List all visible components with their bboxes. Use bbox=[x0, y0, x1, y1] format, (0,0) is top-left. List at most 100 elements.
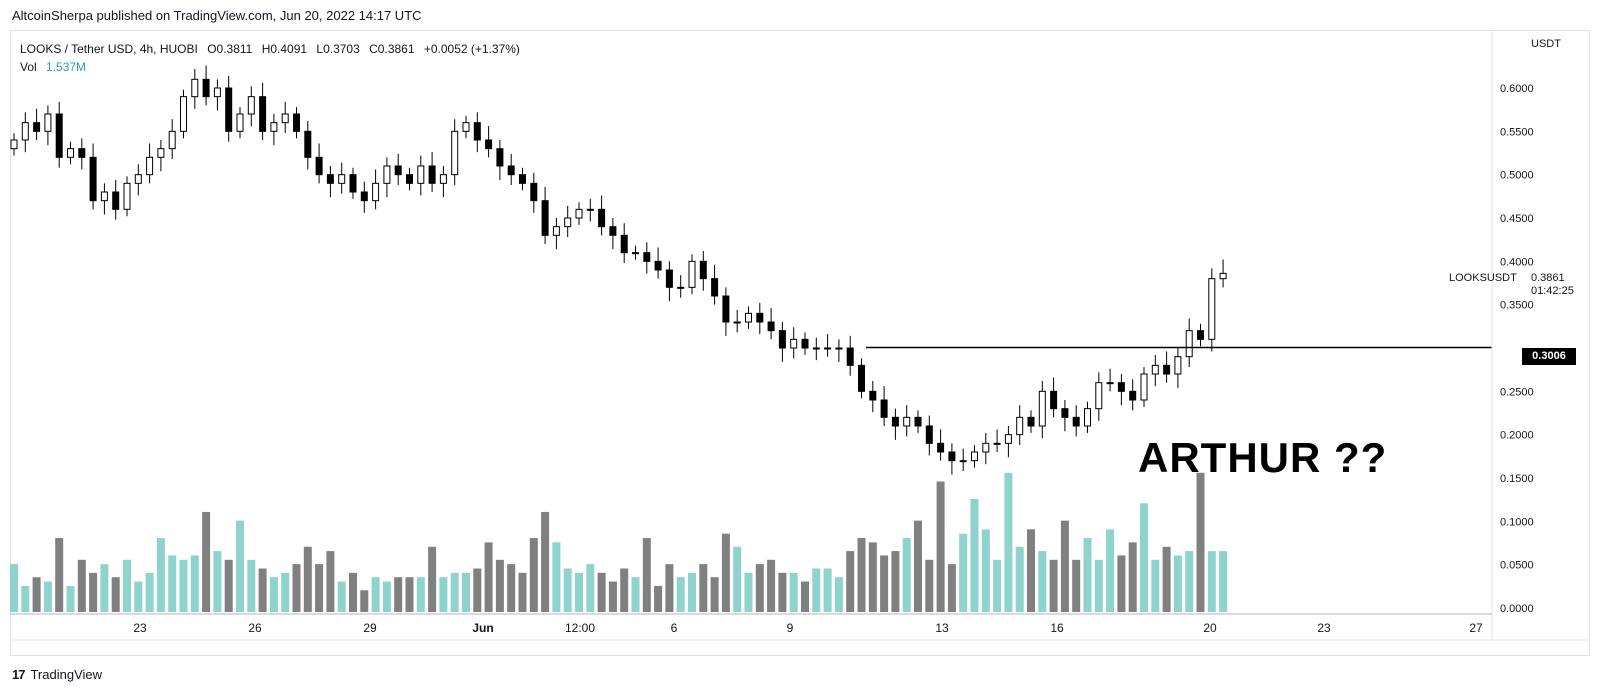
volume-bar bbox=[100, 564, 109, 612]
volume-bar bbox=[676, 577, 685, 612]
candle-body bbox=[835, 347, 843, 350]
volume-bar bbox=[111, 577, 120, 612]
volume-bar bbox=[552, 542, 561, 612]
candle-body bbox=[1050, 390, 1058, 410]
candle-body bbox=[903, 416, 911, 427]
volume-bar bbox=[1060, 520, 1069, 612]
candle-body bbox=[1038, 390, 1046, 427]
candle-body bbox=[688, 260, 696, 288]
volume-bar bbox=[89, 572, 98, 612]
volume-bar bbox=[846, 551, 855, 612]
volume-bar bbox=[733, 546, 742, 612]
candle-body bbox=[959, 460, 967, 463]
y-tick-label-2: 0.5000 bbox=[1500, 170, 1534, 182]
candle-body bbox=[338, 174, 346, 184]
candle-body bbox=[236, 113, 244, 132]
candle-body bbox=[519, 174, 526, 184]
volume-bar bbox=[1038, 551, 1047, 612]
volume-bar bbox=[1196, 472, 1205, 612]
candle-body bbox=[1140, 373, 1148, 401]
volume-bar bbox=[959, 533, 968, 612]
candle-body bbox=[1027, 416, 1035, 427]
volume-bar bbox=[507, 564, 516, 612]
candle-body bbox=[564, 217, 572, 228]
publisher-line: AltcoinSherpa published on TradingView.c… bbox=[12, 8, 422, 23]
candle-body bbox=[971, 451, 978, 462]
volume-bar bbox=[710, 577, 719, 612]
axis-currency: USDT bbox=[1531, 38, 1561, 50]
symbol-price-label: LOOKSUSDT bbox=[1449, 272, 1517, 284]
candle-body bbox=[326, 174, 334, 184]
tradingview-logo-icon[interactable]: 17 bbox=[12, 667, 26, 682]
volume-bar bbox=[1106, 529, 1115, 612]
candle-body bbox=[383, 165, 391, 184]
candle-body bbox=[948, 451, 956, 462]
volume-bar bbox=[1094, 559, 1103, 612]
volume-bar bbox=[1027, 529, 1035, 612]
volume-bar bbox=[428, 546, 437, 612]
candle-body bbox=[462, 122, 470, 132]
candle-body bbox=[112, 191, 120, 210]
volume-bar bbox=[688, 572, 696, 612]
candle-body bbox=[134, 174, 142, 184]
candle-body bbox=[677, 286, 685, 289]
volume-bar bbox=[1185, 551, 1194, 612]
volume-bar bbox=[360, 590, 369, 612]
bar-countdown: 01:42:25 bbox=[1531, 285, 1574, 297]
candle-body bbox=[790, 338, 798, 349]
candle-body bbox=[1106, 382, 1114, 385]
price-axis: 0.6000 0.5500 0.5000 0.4500 0.4000 0.3500 0.25… bbox=[1491, 30, 1534, 640]
candle-body bbox=[552, 226, 560, 236]
legend-symbol[interactable]: LOOKS / Tether USD, 4h, HUOBI bbox=[20, 42, 198, 56]
volume-bar bbox=[213, 551, 222, 612]
candle-body bbox=[1095, 382, 1103, 410]
volume-bar bbox=[77, 559, 86, 612]
volume-bar bbox=[902, 538, 911, 612]
candle-body bbox=[55, 113, 63, 158]
volume-bar bbox=[55, 538, 64, 612]
volume-bar bbox=[699, 564, 708, 612]
x-tick-label-7: 13 bbox=[935, 621, 949, 635]
x-tick-label-8: 16 bbox=[1050, 621, 1064, 635]
candle-body bbox=[925, 425, 933, 444]
volume-bar bbox=[156, 538, 165, 612]
candle-body bbox=[1061, 408, 1069, 418]
chart-legend: LOOKS / Tether USD, 4h, HUOBI O0.3811 H0… bbox=[20, 40, 520, 76]
candle-body bbox=[891, 416, 899, 427]
volume-bar bbox=[439, 577, 448, 612]
volume-bar bbox=[608, 581, 617, 612]
candle-body bbox=[485, 139, 493, 150]
legend-vol-label[interactable]: Vol bbox=[20, 60, 37, 74]
candle-body bbox=[10, 139, 18, 150]
candle-body bbox=[213, 87, 221, 98]
footer-brand[interactable]: TradingView bbox=[30, 667, 103, 682]
candle-body bbox=[858, 364, 865, 392]
volume-bar bbox=[1128, 542, 1137, 612]
volume-bar bbox=[1173, 555, 1182, 612]
candle-body bbox=[67, 148, 74, 158]
y-tick-label-6: 0.2500 bbox=[1500, 386, 1534, 398]
candle-body bbox=[846, 347, 854, 366]
candle-body bbox=[620, 234, 628, 254]
candle-body bbox=[78, 148, 86, 158]
volume-bar bbox=[947, 564, 956, 612]
volume-bar bbox=[597, 572, 606, 612]
volume-bar bbox=[631, 577, 640, 612]
volume-bar bbox=[936, 481, 945, 612]
volume-bar bbox=[1072, 559, 1081, 612]
volume-bar bbox=[823, 568, 832, 612]
candle-body bbox=[711, 278, 719, 297]
candle-body bbox=[609, 226, 617, 236]
legend-low: L0.3703 bbox=[316, 42, 360, 56]
candle-body bbox=[417, 165, 425, 184]
volume-bar bbox=[789, 572, 798, 612]
volume-bar bbox=[744, 572, 753, 612]
candle-body bbox=[451, 130, 459, 176]
volume-bar bbox=[247, 559, 256, 612]
chart-annotation-text[interactable]: ARTHUR ?? bbox=[1138, 434, 1388, 481]
footer: 17 TradingView bbox=[12, 667, 102, 682]
volume-bar bbox=[281, 572, 290, 612]
candle-layer bbox=[10, 65, 1227, 475]
candle-body bbox=[293, 113, 300, 132]
